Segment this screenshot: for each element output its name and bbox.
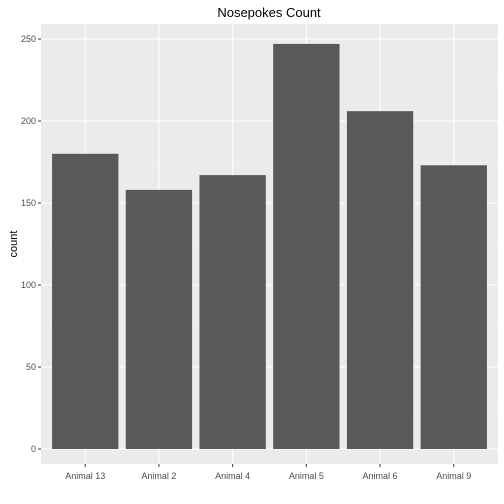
bar	[125, 189, 193, 449]
y-tick-label: 0	[31, 444, 36, 454]
x-tick-label: Animal 2	[141, 471, 176, 481]
bar	[273, 43, 340, 450]
y-tick-label: 200	[21, 116, 36, 126]
bar	[346, 111, 414, 449]
bar	[420, 165, 487, 449]
y-tick-label: 150	[21, 198, 36, 208]
x-tick-label: Animal 6	[363, 471, 398, 481]
x-tick-label: Animal 9	[436, 471, 471, 481]
x-tick-label: Animal 4	[215, 471, 250, 481]
x-axis: Animal 13 Animal 2 Animal 4 Animal 5 Animal …	[65, 464, 471, 481]
y-axis-title: count	[8, 231, 20, 258]
bars	[52, 43, 487, 450]
bar	[199, 175, 266, 449]
y-tick-label: 250	[21, 34, 36, 44]
y-axis: 0 50 100 150 200 250	[21, 34, 41, 454]
y-tick-label: 100	[21, 280, 36, 290]
y-tick-label: 50	[26, 362, 36, 372]
x-tick-label: Animal 5	[289, 471, 324, 481]
x-tick-label: Animal 13	[65, 471, 105, 481]
bar	[52, 153, 119, 450]
chart-title: Nosepokes Count	[217, 5, 321, 20]
